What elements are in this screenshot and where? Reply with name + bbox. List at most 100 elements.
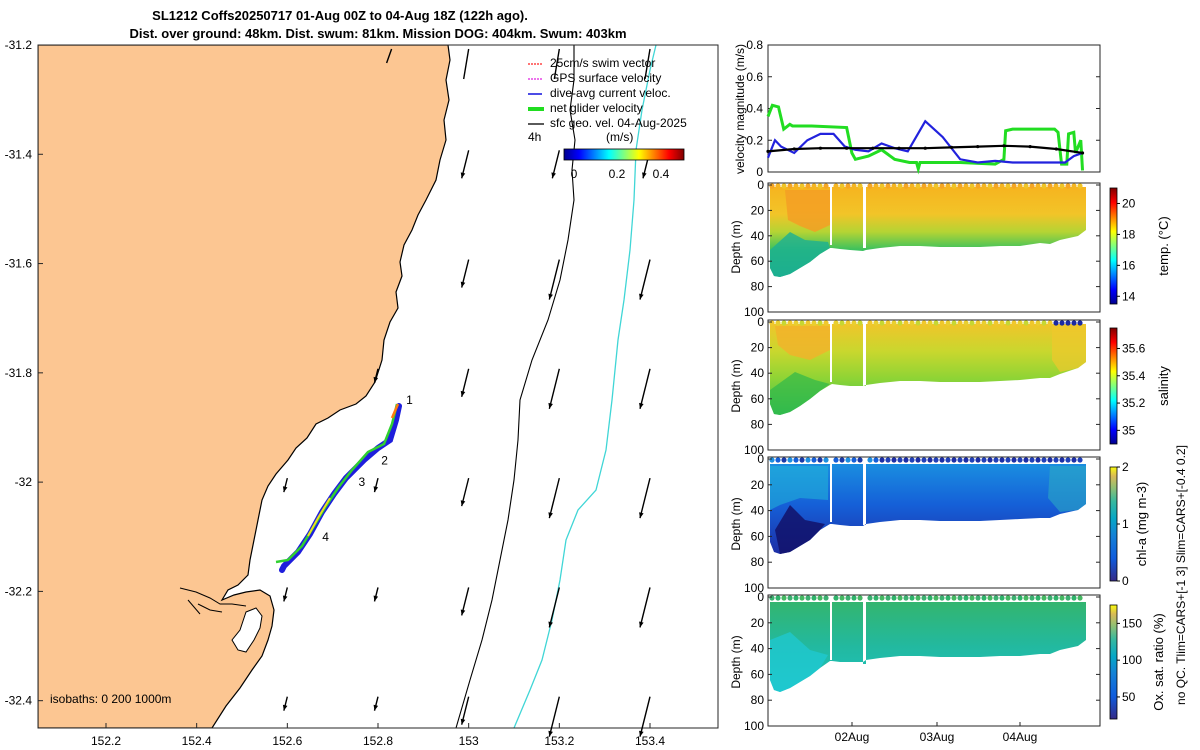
- isobath-label: isobaths: 0 200 1000m: [50, 692, 171, 706]
- temp-surface-dot: [867, 183, 873, 189]
- chl-surface-dot: [891, 457, 897, 463]
- temp-surface-dot: [939, 183, 945, 189]
- temp-surface-dot: [933, 183, 939, 189]
- sal-ytick-label: 40: [751, 366, 765, 380]
- sal-ytick-label: 100: [744, 443, 764, 457]
- ox-ytick-label: 20: [751, 616, 765, 630]
- temp-field: [770, 187, 1086, 277]
- geo-arrow-head: [642, 172, 647, 179]
- chl-surface-dot: [1071, 457, 1077, 463]
- geo-arrow-head: [460, 500, 466, 507]
- temp-surface-dot: [811, 183, 817, 189]
- chl-surface-dot: [839, 457, 845, 463]
- ox-surface-dot: [987, 595, 993, 601]
- temp-surface-dot: [957, 183, 963, 189]
- chl-surface-dot: [885, 457, 891, 463]
- ox-surface-dot: [915, 595, 921, 601]
- temp-cb-tick-label: 18: [1122, 227, 1136, 241]
- chl-surface-dot: [1029, 457, 1035, 463]
- sal-surface-dot: [1035, 320, 1041, 326]
- sal-field: [770, 324, 1086, 415]
- chl-colorbar: [1109, 466, 1118, 582]
- sal-surface-dot: [1005, 320, 1011, 326]
- temp-axes: 0 20 40 60 80 100: [744, 178, 1100, 319]
- geo-arrow-shaft: [639, 696, 651, 737]
- sal-surface-dot: [833, 320, 839, 326]
- chl-surface-dot: [897, 457, 903, 463]
- geo-arrow-shaft: [644, 48, 651, 80]
- chl-surface-dot: [1017, 457, 1023, 463]
- geo-arrow-head: [373, 486, 379, 493]
- chl-surface-dot: [775, 457, 781, 463]
- chl-surface-dot: [1005, 457, 1011, 463]
- ox-axes: 0 20 40 60 80 100: [744, 590, 1100, 733]
- sal-surface-dot: [963, 320, 969, 326]
- chl-ylabel: Depth (m): [729, 497, 743, 550]
- temp-surface-dot: [999, 183, 1005, 189]
- legend-item-swim: 25cm/s swim vector: [550, 56, 655, 70]
- sal-surface-dot: [775, 320, 781, 326]
- geo-arrow-head: [460, 609, 466, 616]
- ox-surface-dot: [921, 595, 927, 601]
- ox-ytick-label: 0: [757, 590, 764, 604]
- ox-ytick-label: 40: [751, 642, 765, 656]
- vel-geo-point: [897, 146, 901, 150]
- sal-cb-tick-label: 35: [1122, 423, 1136, 437]
- map-cb-tick-0: 0: [571, 167, 578, 181]
- vel-ytick-label: 0.8: [746, 38, 763, 52]
- temp-surface-dot: [993, 183, 999, 189]
- sal-surface-dot: [1071, 320, 1077, 326]
- temp-surface-dot: [903, 183, 909, 189]
- geo-arrow-shaft: [548, 696, 561, 737]
- temp-surface-dot: [981, 183, 987, 189]
- geo-arrow-shaft: [548, 477, 561, 519]
- sal-low-water: [770, 372, 830, 415]
- map-ytick-label: -32: [15, 475, 33, 489]
- sal-surface-dot: [981, 320, 987, 326]
- chl-field: [770, 464, 1086, 554]
- vel-geo-point: [845, 146, 849, 150]
- temp-surface-dot: [817, 183, 823, 189]
- map-panel: 152.2 152.4 152.6 152.8 153 153.2 153.4 -31.2 -3…: [5, 38, 719, 748]
- chl-surface-dot: [1059, 457, 1065, 463]
- sal-surface-dot: [799, 320, 805, 326]
- chl-surface-dot: [805, 457, 811, 463]
- temp-surface-dot: [1017, 183, 1023, 189]
- sal-surface-dot: [1077, 320, 1083, 326]
- temp-surface-dot: [1023, 183, 1029, 189]
- colorbar-unit: (m/s): [606, 130, 633, 144]
- temp-surface-dot: [1011, 183, 1017, 189]
- vel-geo-point: [949, 145, 954, 149]
- temp-surface-dot: [1065, 183, 1071, 189]
- map-legend: 25cm/s swim vector GPS surface velocity …: [528, 56, 687, 181]
- chl-surface-dot: [1077, 457, 1083, 463]
- geo-arrow-head: [548, 402, 553, 409]
- sal-surface-dot: [1059, 320, 1065, 326]
- chl-surface-dot: [927, 457, 933, 463]
- geo-arrow-head: [282, 704, 288, 711]
- temp-surface-dot: [1077, 183, 1083, 189]
- sal-surface-dot: [1029, 320, 1035, 326]
- oxygen-panel: 0 20 40 60 80 100 50 100 150 Ox. sat. ratio (%)…: [729, 590, 1166, 733]
- chl-surface-dot: [857, 457, 863, 463]
- ox-surface-dot: [885, 595, 891, 601]
- sal-east-high: [1052, 326, 1086, 372]
- geo-arrow-head: [639, 293, 644, 300]
- chl-surface-dot: [879, 457, 885, 463]
- temp-surface-dot: [927, 183, 933, 189]
- chl-ytick-label: 20: [751, 478, 765, 492]
- chl-surface-dot: [867, 457, 873, 463]
- sal-surface-dot: [867, 320, 873, 326]
- chl-surface-dot: [903, 457, 909, 463]
- chl-ytick-label: 0: [757, 452, 764, 466]
- ox-surface-dot: [927, 595, 933, 601]
- temp-surface-dot: [897, 183, 903, 189]
- map-ytick-label: -31.8: [5, 366, 33, 380]
- geo-arrow-head: [373, 704, 379, 711]
- chl-ytick-label: 100: [744, 581, 764, 595]
- chl-surface-dot: [915, 457, 921, 463]
- chl-surface-dot: [921, 457, 927, 463]
- sal-high-core: [775, 326, 830, 360]
- sal-surface-dot: [891, 320, 897, 326]
- ox-surface-dot: [963, 595, 969, 601]
